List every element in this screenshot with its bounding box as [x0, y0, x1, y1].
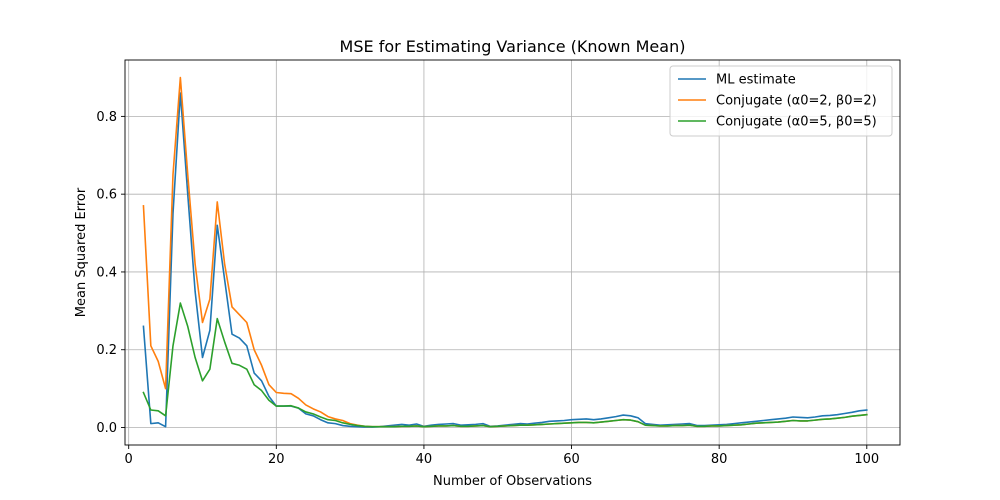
legend-label-2: Conjugate (α0=2, β0=2)	[716, 94, 877, 109]
x-axis-label: Number of Observations	[433, 474, 592, 489]
x-tick-label: 0	[125, 452, 133, 467]
x-tick-label: 40	[416, 452, 433, 467]
series-layer	[142, 76, 868, 428]
chart-title: MSE for Estimating Variance (Known Mean)	[340, 37, 686, 56]
y-axis-label: Mean Squared Error	[74, 187, 89, 317]
y-tick-label: 0.6	[96, 188, 117, 203]
x-tick-label: 20	[268, 452, 285, 467]
plot-frame	[124, 59, 901, 446]
series-line-3	[142, 302, 868, 428]
x-tick-label: 100	[854, 452, 879, 467]
legend: ML estimate Conjugate (α0=2, β0=2) Conjuga…	[669, 65, 893, 137]
y-tick-label: 0.0	[96, 421, 117, 436]
legend-label-3: Conjugate (α0=5, β0=5)	[716, 115, 877, 130]
y-tick-label: 0.4	[96, 265, 117, 280]
ticks: 0 20 40 60 80 100 0.0 0.2 0.4 0.6 0.8	[96, 110, 879, 467]
x-tick-label: 60	[563, 452, 580, 467]
legend-frame	[669, 65, 893, 137]
y-tick-label: 0.2	[96, 343, 117, 358]
legend-label-1: ML estimate	[716, 73, 796, 88]
x-tick-label: 80	[711, 452, 728, 467]
y-tick-label: 0.8	[96, 110, 117, 125]
